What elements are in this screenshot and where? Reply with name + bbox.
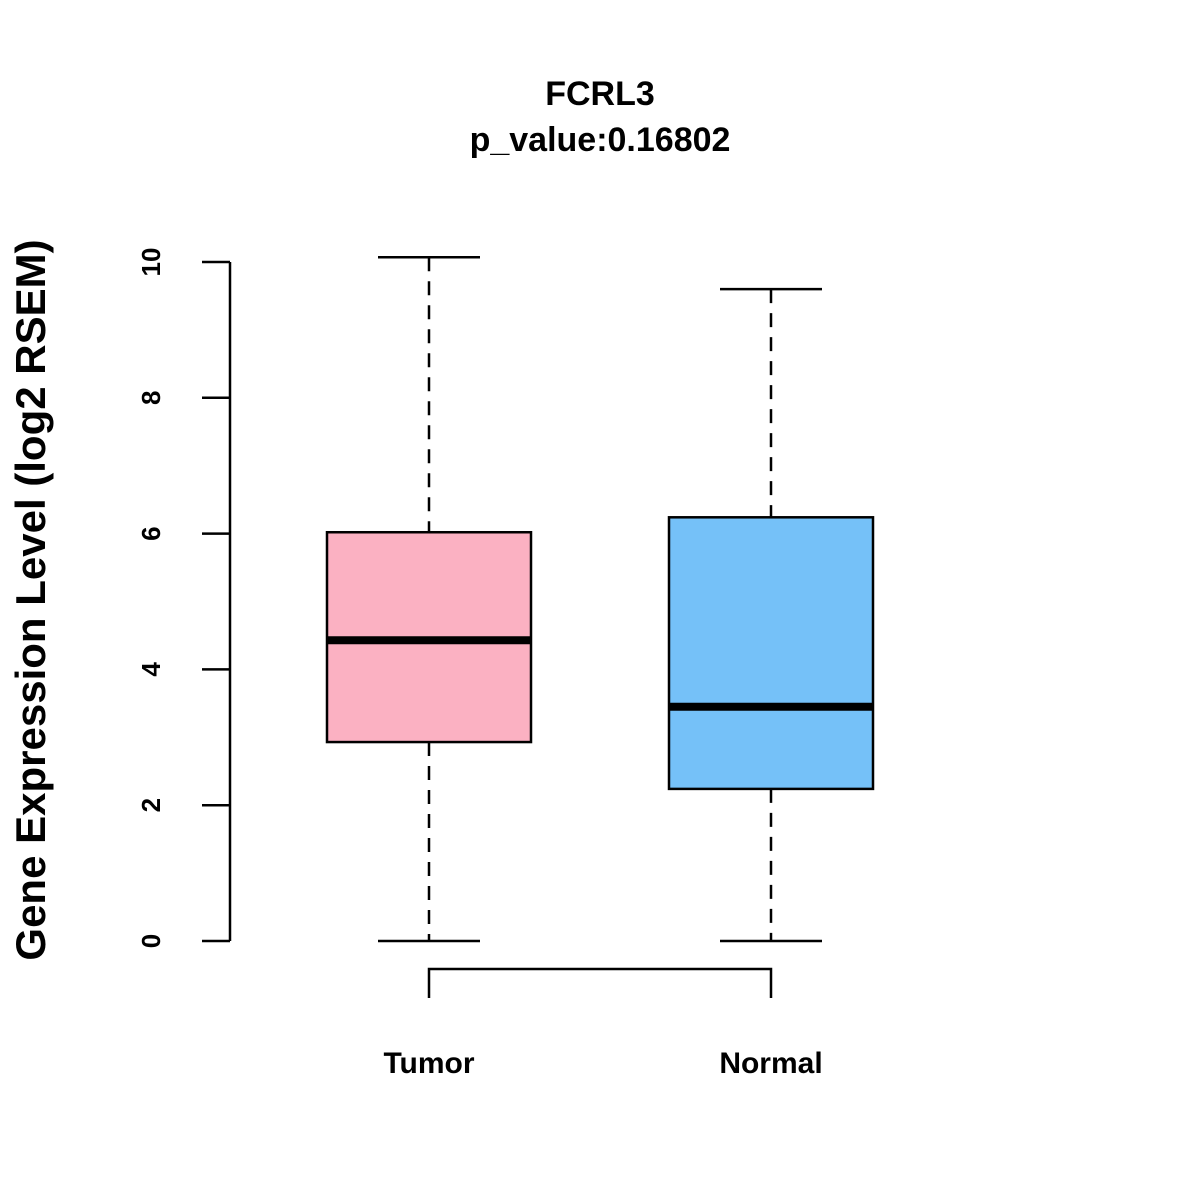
y-axis-label: Gene Expression Level (log2 RSEM)	[7, 239, 54, 960]
y-tick-label: 0	[136, 934, 166, 948]
y-tick-label: 6	[136, 526, 166, 540]
box-normal	[667, 287, 875, 943]
y-tick-label: 2	[136, 798, 166, 812]
chart-subtitle: p_value:0.16802	[470, 121, 731, 159]
y-tick-label: 10	[136, 248, 166, 277]
y-tick-label: 8	[136, 391, 166, 405]
comparison-bracket	[427, 967, 773, 998]
chart-title: FCRL3	[545, 75, 655, 113]
iqr-box	[667, 516, 875, 791]
box-tumor	[325, 255, 533, 943]
y-axis: 0 2 4 6 8 10	[136, 248, 232, 948]
boxes	[325, 255, 875, 998]
x-tick-label: Normal	[719, 1047, 822, 1080]
x-tick-labels: Tumor Normal	[383, 1047, 822, 1080]
x-tick-label: Tumor	[383, 1047, 474, 1080]
y-tick-label: 4	[136, 662, 166, 677]
